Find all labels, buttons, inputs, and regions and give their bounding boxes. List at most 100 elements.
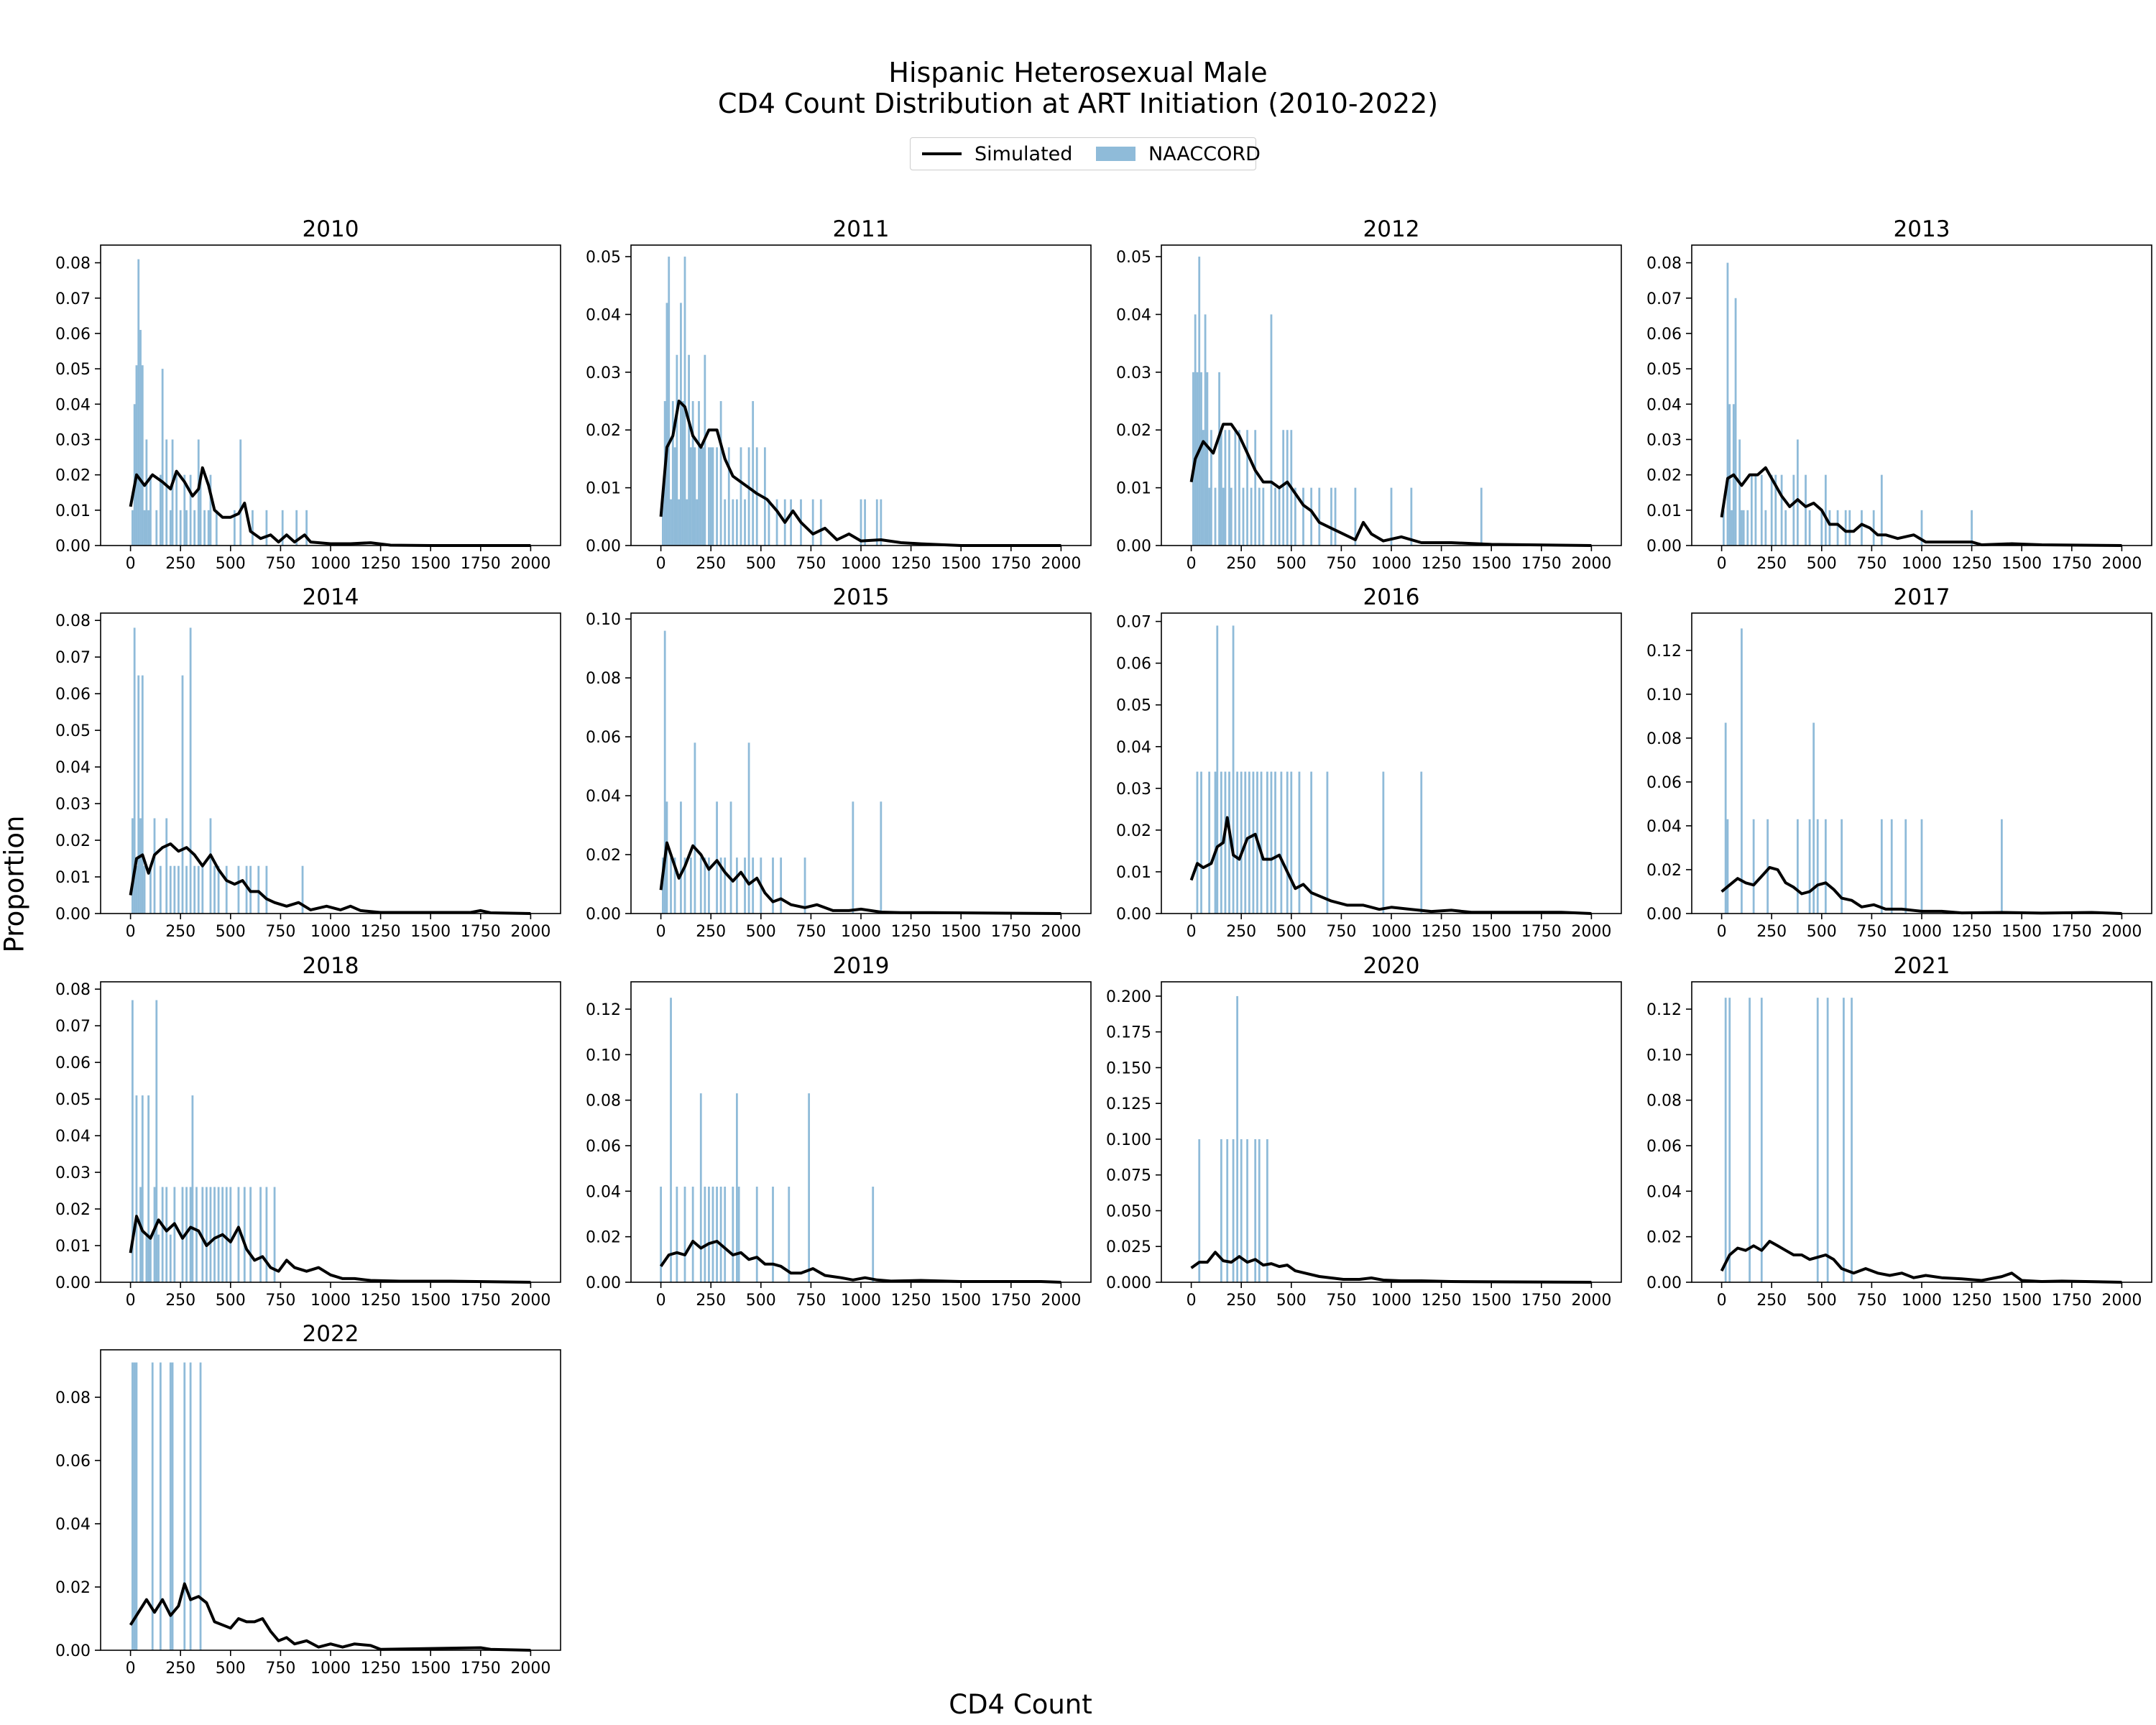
naaccord-bar [689, 857, 692, 914]
naaccord-bar [880, 499, 883, 546]
naaccord-bar [305, 510, 308, 546]
x-tick-label: 750 [1856, 1292, 1886, 1310]
naaccord-bar [133, 627, 136, 914]
x-tick-label: 1000 [310, 1292, 351, 1310]
x-tick-label: 500 [1807, 555, 1837, 573]
naaccord-bar [1224, 430, 1227, 546]
x-tick-label: 1750 [991, 923, 1031, 941]
naaccord-bar [265, 1187, 268, 1282]
naaccord-bar [1238, 430, 1240, 546]
x-tick-label: 1000 [1902, 923, 1942, 941]
x-tick-label: 500 [746, 555, 776, 573]
naaccord-bar [1920, 819, 1923, 914]
naaccord-bar [229, 1187, 232, 1282]
naaccord-bar [1216, 625, 1219, 914]
naaccord-bar [135, 1362, 138, 1650]
naaccord-bar [1738, 439, 1741, 546]
x-tick-label: 1750 [461, 1660, 501, 1678]
naaccord-bar [1354, 487, 1357, 546]
x-tick-label: 2000 [1571, 555, 1611, 573]
y-tick-label: 0.01 [55, 869, 91, 887]
naaccord-bar [1726, 819, 1729, 914]
x-tick-label: 1500 [410, 923, 451, 941]
naaccord-bar [201, 865, 204, 914]
naaccord-bar [755, 447, 758, 546]
x-tick-label: 0 [1717, 923, 1727, 941]
x-tick-label: 1000 [1371, 1292, 1411, 1310]
naaccord-bar [131, 818, 134, 914]
y-tick-label: 0.03 [55, 431, 91, 449]
naaccord-bar [860, 499, 862, 546]
naaccord-bar [1750, 474, 1753, 546]
x-tick-label: 750 [265, 1660, 295, 1678]
naaccord-bar [237, 865, 240, 914]
y-tick-label: 0.03 [1646, 431, 1682, 449]
x-tick-label: 750 [1326, 923, 1356, 941]
naaccord-bar [249, 1187, 252, 1282]
y-tick-label: 0.06 [55, 1453, 91, 1471]
y-tick-label: 0.00 [1646, 906, 1682, 924]
x-tick-label: 250 [1226, 1292, 1256, 1310]
naaccord-bar [1741, 628, 1743, 914]
naaccord-bar [295, 510, 298, 546]
naaccord-bar [1258, 487, 1261, 546]
naaccord-bar [131, 510, 134, 546]
naaccord-bar [1192, 372, 1194, 546]
naaccord-bar [719, 1187, 722, 1282]
naaccord-bar [265, 510, 268, 546]
panel-title: 2015 [833, 584, 890, 610]
y-tick-label: 0.025 [1106, 1238, 1151, 1256]
x-tick-label: 0 [1717, 555, 1727, 573]
x-tick-label: 1500 [410, 1292, 451, 1310]
naaccord-bar [169, 865, 172, 914]
naaccord-bar [724, 499, 727, 546]
naaccord-bar [673, 447, 676, 546]
y-tick-label: 0.04 [586, 788, 621, 806]
x-tick-label: 250 [696, 1292, 726, 1310]
naaccord-bar [1742, 510, 1745, 546]
x-tick-label: 1250 [891, 923, 931, 941]
naaccord-bar [1274, 771, 1276, 914]
x-tick-label: 750 [796, 923, 826, 941]
naaccord-bar [141, 1095, 144, 1282]
x-tick-label: 1500 [941, 555, 981, 573]
naaccord-bar [199, 1362, 202, 1650]
naaccord-bar [159, 474, 162, 546]
y-tick-label: 0.07 [55, 1018, 91, 1036]
x-tick-label: 1250 [891, 1292, 931, 1310]
y-tick-label: 0.07 [1646, 290, 1682, 308]
simulated-line [659, 1240, 1061, 1284]
naaccord-bar [699, 1093, 702, 1282]
naaccord-bar [179, 510, 182, 546]
naaccord-bar [1280, 771, 1283, 914]
naaccord-bar [1210, 430, 1212, 546]
x-tick-label: 1000 [310, 1660, 351, 1678]
naaccord-bar [670, 499, 672, 546]
naaccord-bar [191, 1095, 194, 1282]
naaccord-bar [1904, 819, 1907, 914]
x-tick-label: 1000 [841, 923, 881, 941]
x-tick-label: 1750 [991, 1292, 1031, 1310]
panel-2017: 2017 0 250 500 750 1000 1250 1500 1750 2000 0.00 0.… [1646, 584, 2152, 941]
y-tick-label: 0.02 [586, 1229, 621, 1247]
simulated-line [1189, 423, 1592, 547]
naaccord-bar [243, 1187, 246, 1282]
naaccord-bar [1202, 430, 1204, 546]
naaccord-bar [165, 439, 168, 546]
x-tick-label: 0 [1187, 923, 1197, 941]
x-tick-label: 0 [126, 923, 136, 941]
naaccord-bar [1248, 771, 1250, 914]
naaccord-bar [159, 1362, 162, 1650]
naaccord-bar [719, 401, 722, 546]
y-tick-label: 0.02 [55, 1579, 91, 1597]
x-tick-label: 1250 [1952, 923, 1992, 941]
y-tick-label: 0.200 [1106, 988, 1151, 1006]
naaccord-bar [1805, 474, 1807, 546]
y-tick-label: 0.02 [55, 467, 91, 485]
simulated-line [129, 842, 531, 915]
x-tick-label: 2000 [1571, 1292, 1611, 1310]
y-tick-label: 0.100 [1106, 1131, 1151, 1149]
naaccord-bar [217, 1187, 220, 1282]
panel-title: 2019 [833, 953, 890, 979]
